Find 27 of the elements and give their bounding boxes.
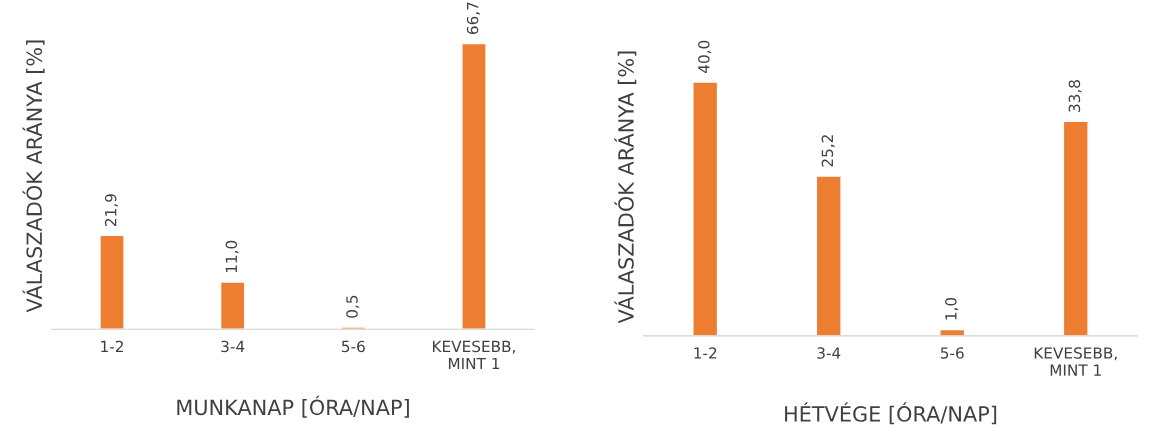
x-tick-label: 3-4 bbox=[817, 347, 841, 359]
x-tick-label: 1-2 bbox=[101, 340, 123, 352]
data-label: 11,0 bbox=[225, 240, 239, 273]
data-label: 66,7 bbox=[466, 2, 480, 35]
data-label: 33,8 bbox=[1068, 80, 1082, 112]
bar bbox=[1062, 120, 1089, 336]
x-tick-label: 5-6 bbox=[342, 340, 365, 353]
x-axis-title: HÉTVÉGE [ÓRA/NAP] bbox=[785, 402, 997, 425]
data-label: 40,0 bbox=[698, 40, 712, 74]
bar bbox=[692, 81, 719, 336]
y-axis-title: VÁLASZADÓK ARÁNYA [%] bbox=[614, 51, 637, 324]
x-axis-title: MUNKANAP [ÓRA/NAP] bbox=[177, 395, 409, 418]
data-label: 1,0 bbox=[945, 297, 959, 320]
bar bbox=[461, 42, 487, 330]
data-label: 0,5 bbox=[346, 295, 360, 318]
x-tick-label: KEVESEBB, MINT 1 bbox=[1034, 347, 1117, 376]
x-tick-label: KEVESEBB, MINT 1 bbox=[432, 340, 515, 370]
data-label: 21,9 bbox=[104, 194, 119, 226]
y-axis-title: VÁLASZADÓK ARÁNYA [%] bbox=[22, 40, 45, 313]
x-tick-label: 3-4 bbox=[221, 340, 245, 353]
bar bbox=[99, 234, 125, 330]
data-label: 25,2 bbox=[821, 135, 835, 167]
bar bbox=[340, 326, 367, 330]
bar bbox=[815, 175, 842, 336]
x-tick-label: 5-6 bbox=[940, 347, 964, 359]
bar bbox=[219, 281, 246, 330]
x-tick-label: 1-2 bbox=[694, 347, 717, 359]
